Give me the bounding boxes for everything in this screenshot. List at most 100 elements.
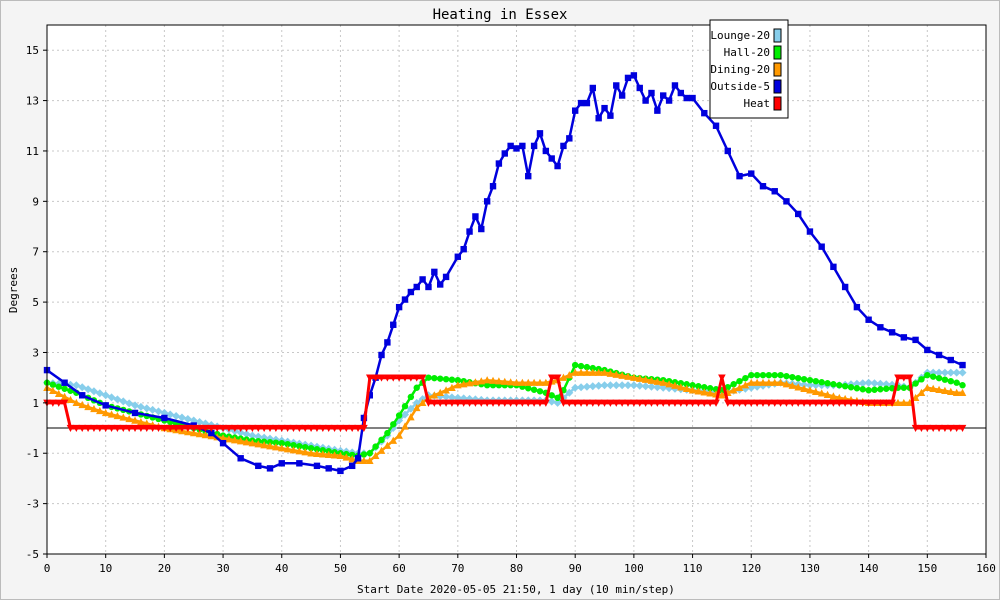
data-point bbox=[472, 213, 479, 220]
data-point bbox=[266, 465, 274, 472]
data-point bbox=[278, 439, 285, 447]
data-point bbox=[724, 147, 731, 155]
data-point bbox=[442, 386, 450, 394]
data-point bbox=[829, 399, 838, 407]
data-point bbox=[459, 399, 468, 407]
data-point bbox=[782, 399, 791, 407]
y-tick-label: -1 bbox=[26, 447, 39, 460]
data-point bbox=[460, 245, 467, 253]
data-point bbox=[565, 399, 574, 407]
data-point bbox=[665, 97, 673, 104]
data-point bbox=[612, 381, 621, 390]
data-point bbox=[759, 371, 767, 379]
data-point bbox=[871, 386, 878, 393]
data-point bbox=[940, 368, 949, 377]
data-point bbox=[78, 400, 87, 409]
data-point bbox=[289, 424, 298, 433]
data-point bbox=[530, 142, 538, 150]
legend-swatch bbox=[773, 62, 782, 77]
legend-swatch bbox=[773, 79, 782, 94]
data-point bbox=[536, 388, 544, 395]
data-point bbox=[160, 424, 169, 433]
data-point bbox=[201, 431, 210, 439]
data-point bbox=[795, 210, 802, 218]
data-point bbox=[348, 462, 356, 470]
data-point bbox=[166, 410, 175, 419]
data-point bbox=[236, 424, 245, 433]
data-point bbox=[131, 401, 140, 410]
data-point bbox=[383, 441, 392, 449]
data-point bbox=[365, 456, 374, 464]
data-point bbox=[142, 424, 151, 433]
data-point bbox=[894, 398, 902, 407]
data-point bbox=[90, 424, 98, 433]
data-point bbox=[883, 385, 890, 392]
data-point bbox=[513, 145, 520, 152]
data-point bbox=[354, 455, 362, 462]
data-point bbox=[847, 399, 855, 407]
data-point bbox=[547, 397, 556, 406]
data-point bbox=[72, 424, 81, 433]
data-point bbox=[958, 388, 967, 396]
data-point bbox=[671, 381, 679, 389]
data-point bbox=[900, 334, 908, 341]
data-point bbox=[302, 443, 309, 451]
data-point bbox=[771, 371, 778, 379]
data-point bbox=[683, 381, 690, 388]
data-point bbox=[377, 374, 386, 382]
data-point bbox=[389, 436, 398, 444]
y-tick-label: 5 bbox=[32, 296, 39, 309]
data-point bbox=[330, 424, 339, 433]
data-point bbox=[542, 378, 550, 386]
data-point bbox=[700, 388, 709, 396]
x-tick-label: 130 bbox=[800, 562, 820, 575]
data-point bbox=[823, 399, 832, 407]
data-point bbox=[935, 374, 943, 382]
data-point bbox=[301, 448, 310, 456]
legend-label: Lounge-20 bbox=[710, 29, 770, 42]
data-point bbox=[248, 424, 257, 433]
data-point bbox=[864, 399, 873, 407]
data-point bbox=[225, 435, 233, 443]
y-tick-label: 11 bbox=[26, 145, 39, 158]
data-point bbox=[600, 381, 609, 390]
data-point bbox=[172, 411, 181, 420]
data-point bbox=[530, 399, 538, 407]
data-point bbox=[454, 381, 462, 389]
data-point bbox=[870, 399, 879, 407]
y-tick-label: 15 bbox=[26, 44, 39, 57]
data-point bbox=[606, 369, 615, 377]
data-point bbox=[630, 72, 638, 79]
data-point bbox=[577, 399, 585, 407]
data-point bbox=[677, 89, 685, 97]
data-point bbox=[478, 225, 485, 233]
data-point bbox=[701, 384, 708, 391]
data-point bbox=[583, 368, 591, 376]
data-point bbox=[748, 371, 755, 379]
data-point bbox=[536, 399, 544, 407]
x-axis-label: Start Date 2020-05-05 21:50, 1 day (10 m… bbox=[357, 583, 675, 596]
data-point bbox=[459, 380, 468, 388]
data-point bbox=[412, 374, 421, 382]
data-point bbox=[647, 376, 656, 384]
data-point bbox=[776, 378, 785, 386]
x-tick-label: 70 bbox=[451, 562, 464, 575]
data-point bbox=[847, 384, 855, 391]
data-point bbox=[735, 383, 744, 391]
data-point bbox=[753, 399, 761, 407]
legend-swatch bbox=[773, 96, 782, 111]
data-point bbox=[518, 399, 527, 407]
data-point bbox=[412, 403, 421, 412]
data-point bbox=[148, 405, 157, 414]
data-point bbox=[548, 155, 555, 162]
data-point bbox=[935, 385, 943, 393]
data-point bbox=[800, 399, 808, 407]
data-point bbox=[365, 374, 374, 382]
data-point bbox=[618, 92, 626, 99]
data-point bbox=[101, 424, 110, 433]
data-point bbox=[248, 431, 257, 440]
y-tick-label: 3 bbox=[32, 346, 39, 359]
data-point bbox=[242, 430, 251, 439]
data-point bbox=[911, 424, 920, 433]
